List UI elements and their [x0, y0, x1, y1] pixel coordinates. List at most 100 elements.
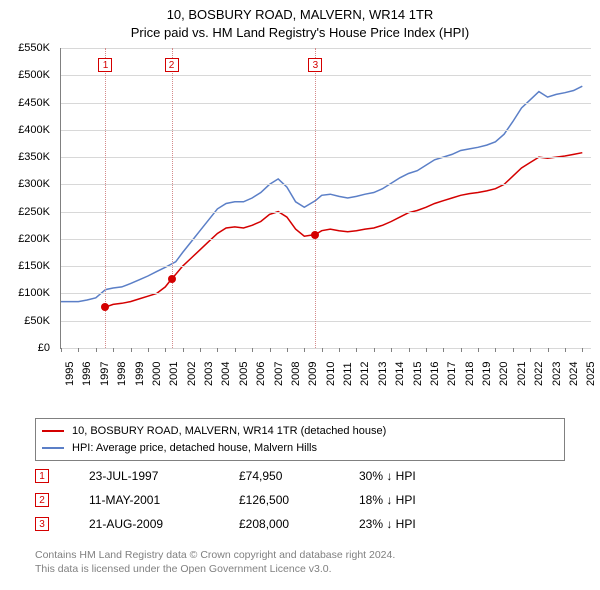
x-tick-mark [478, 348, 479, 352]
y-tick-label: £300K [2, 178, 50, 190]
title-block: 10, BOSBURY ROAD, MALVERN, WR14 1TR Pric… [0, 0, 600, 41]
x-tick-mark [252, 348, 253, 352]
legend-label: HPI: Average price, detached house, Malv… [72, 440, 317, 457]
x-tick-label: 2008 [290, 362, 302, 386]
y-gridline [61, 130, 591, 131]
x-tick-label: 2003 [203, 362, 215, 386]
sale-vline [315, 48, 316, 348]
y-tick-label: £550K [2, 42, 50, 54]
x-tick-mark [96, 348, 97, 352]
y-tick-label: £450K [2, 97, 50, 109]
x-tick-mark [495, 348, 496, 352]
x-tick-mark [513, 348, 514, 352]
x-tick-mark [61, 348, 62, 352]
y-tick-label: £200K [2, 233, 50, 245]
x-tick-mark [78, 348, 79, 352]
x-tick-label: 2009 [307, 362, 319, 386]
legend-item: HPI: Average price, detached house, Malv… [42, 440, 558, 457]
series-property [106, 153, 583, 307]
x-tick-mark [113, 348, 114, 352]
page-root: 10, BOSBURY ROAD, MALVERN, WR14 1TR Pric… [0, 0, 600, 590]
x-tick-label: 2019 [481, 362, 493, 386]
y-gridline [61, 239, 591, 240]
sale-diff: 18% ↓ HPI [359, 493, 479, 507]
y-gridline [61, 293, 591, 294]
title-line2: Price paid vs. HM Land Registry's House … [0, 24, 600, 42]
x-tick-label: 2017 [446, 362, 458, 386]
x-tick-mark [356, 348, 357, 352]
legend-swatch [42, 430, 64, 432]
sale-diff: 30% ↓ HPI [359, 469, 479, 483]
sale-marker-badge: 1 [35, 469, 49, 483]
series-hpi [61, 86, 582, 301]
x-tick-label: 2015 [412, 362, 424, 386]
x-tick-mark [148, 348, 149, 352]
x-tick-label: 2014 [394, 362, 406, 386]
y-gridline [61, 321, 591, 322]
footer-line1: Contains HM Land Registry data © Crown c… [35, 548, 575, 562]
sales-row: 1 23-JUL-1997£74,95030% ↓ HPI [35, 464, 565, 488]
sales-row: 2 11-MAY-2001£126,50018% ↓ HPI [35, 488, 565, 512]
y-gridline [61, 266, 591, 267]
sale-price: £126,500 [239, 493, 359, 507]
x-tick-label: 2021 [516, 362, 528, 386]
chart: 123 £0£50K£100K£150K£200K£250K£300K£350K… [10, 48, 590, 408]
y-gridline [61, 157, 591, 158]
x-tick-mark [443, 348, 444, 352]
sale-dot [168, 275, 176, 283]
x-tick-label: 2020 [498, 362, 510, 386]
y-tick-label: £500K [2, 69, 50, 81]
y-gridline [61, 212, 591, 213]
x-tick-label: 2025 [585, 362, 597, 386]
x-tick-label: 2005 [238, 362, 250, 386]
legend-swatch [42, 447, 64, 449]
y-tick-label: £0 [2, 342, 50, 354]
x-tick-label: 1999 [134, 362, 146, 386]
x-tick-label: 2000 [151, 362, 163, 386]
sale-marker-badge: 2 [35, 493, 49, 507]
x-tick-mark [548, 348, 549, 352]
x-tick-mark [582, 348, 583, 352]
sales-row: 321-AUG-2009£208,00023% ↓ HPI [35, 512, 565, 536]
sale-price: £74,950 [239, 469, 359, 483]
y-gridline [61, 348, 591, 349]
y-gridline [61, 75, 591, 76]
x-tick-mark [131, 348, 132, 352]
x-tick-label: 2004 [220, 362, 232, 386]
x-tick-mark [391, 348, 392, 352]
y-gridline [61, 184, 591, 185]
sale-dot [311, 231, 319, 239]
x-tick-label: 2016 [429, 362, 441, 386]
x-tick-mark [304, 348, 305, 352]
x-tick-label: 2022 [533, 362, 545, 386]
x-tick-label: 1997 [99, 362, 111, 386]
x-tick-label: 2013 [377, 362, 389, 386]
sale-price: £208,000 [239, 517, 359, 531]
x-tick-mark [565, 348, 566, 352]
x-tick-mark [165, 348, 166, 352]
sale-date: 23-JUL-1997 [89, 469, 239, 483]
sale-annotation: 3 [308, 58, 322, 72]
x-tick-mark [270, 348, 271, 352]
x-tick-label: 2006 [255, 362, 267, 386]
footer-note: Contains HM Land Registry data © Crown c… [35, 548, 575, 576]
x-tick-label: 2001 [168, 362, 180, 386]
x-tick-label: 2010 [325, 362, 337, 386]
y-tick-label: £350K [2, 151, 50, 163]
x-tick-mark [235, 348, 236, 352]
x-tick-label: 1996 [81, 362, 93, 386]
plot-svg [61, 48, 591, 348]
sale-date: 11-MAY-2001 [89, 493, 239, 507]
legend: 10, BOSBURY ROAD, MALVERN, WR14 1TR (det… [35, 418, 565, 461]
x-tick-mark [217, 348, 218, 352]
sale-annotation: 2 [165, 58, 179, 72]
x-tick-label: 2011 [342, 362, 354, 386]
x-tick-mark [322, 348, 323, 352]
x-tick-label: 2018 [464, 362, 476, 386]
y-tick-label: £100K [2, 287, 50, 299]
x-tick-mark [287, 348, 288, 352]
sale-dot [101, 303, 109, 311]
sale-diff: 23% ↓ HPI [359, 517, 479, 531]
y-gridline [61, 103, 591, 104]
x-tick-mark [426, 348, 427, 352]
